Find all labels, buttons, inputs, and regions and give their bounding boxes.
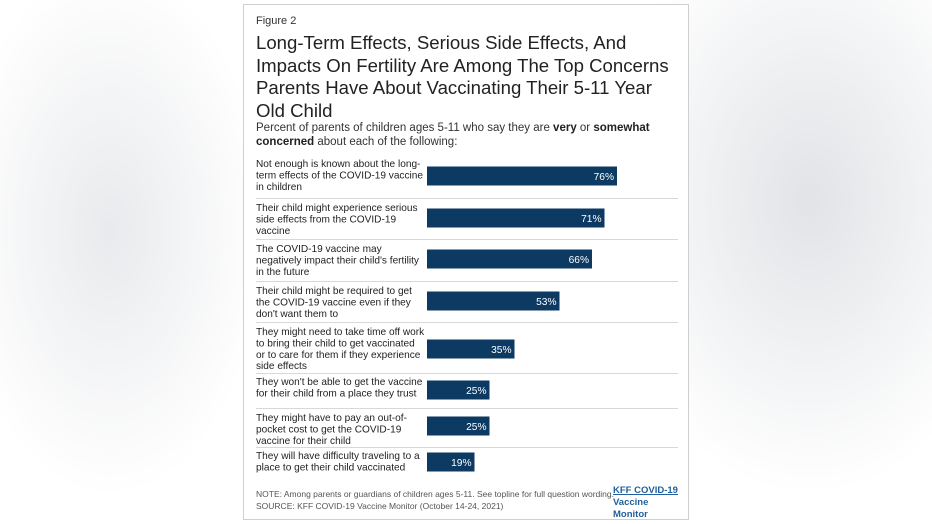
bar <box>427 249 592 269</box>
logo-line-2: Vaccine Monitor <box>613 497 649 520</box>
data-label: 25% <box>466 386 486 397</box>
logo-line-1: KFF COVID-19 <box>613 485 678 496</box>
data-label: 53% <box>536 297 556 308</box>
data-label: 76% <box>594 172 614 183</box>
category-label: They will have difficulty traveling to a… <box>256 451 420 473</box>
chart-title: Long-Term Effects, Serious Side Effects,… <box>256 32 669 121</box>
data-label: 71% <box>581 214 601 225</box>
chart-footnote: NOTE: Among parents or guardians of chil… <box>256 488 616 512</box>
category-label: They might need to take time off work to … <box>256 327 425 372</box>
bar <box>427 166 617 186</box>
subtitle-somewhat: somewhat concerned <box>256 122 650 148</box>
category-label: Their child might be required to get the … <box>256 286 412 320</box>
subtitle-text-before: Percent of parents of children ages 5-11… <box>256 122 554 134</box>
figure-card: Figure 2 Long-Term Effects, Serious Side… <box>243 4 689 520</box>
category-label: Their child might experience serious side… <box>256 203 418 237</box>
bar <box>427 339 515 359</box>
data-label: 66% <box>569 255 589 266</box>
bar <box>427 452 475 472</box>
bar-chart: Not enough is known about the long-term … <box>256 159 678 473</box>
data-label: 35% <box>491 345 511 356</box>
bar <box>427 380 490 400</box>
subtitle-text-after: about each of the following: <box>314 136 458 148</box>
bar <box>427 291 560 311</box>
category-label: They won't be able to get the vaccine for… <box>256 377 423 399</box>
note-text: NOTE: Among parents or guardians of chil… <box>256 489 614 499</box>
category-label: The COVID-19 vaccine may negatively impac… <box>256 244 420 278</box>
source-text: SOURCE: KFF COVID-19 Vaccine Monitor (Oc… <box>256 501 504 511</box>
data-label: 25% <box>466 422 486 433</box>
data-label: 19% <box>451 458 471 469</box>
category-label: They might have to pay an out-of-pocket … <box>256 413 407 447</box>
subtitle-text-or: or <box>576 122 594 134</box>
figure-label: Figure 2 <box>256 15 297 27</box>
kff-logo: KFF COVID-19 Vaccine Monitor <box>613 485 685 521</box>
bar <box>427 208 605 228</box>
bar <box>427 416 490 436</box>
subtitle-very: very <box>553 122 577 134</box>
category-label: Not enough is known about the long-term … <box>256 159 423 193</box>
chart-subtitle: Percent of parents of children ages 5-11… <box>256 121 681 149</box>
